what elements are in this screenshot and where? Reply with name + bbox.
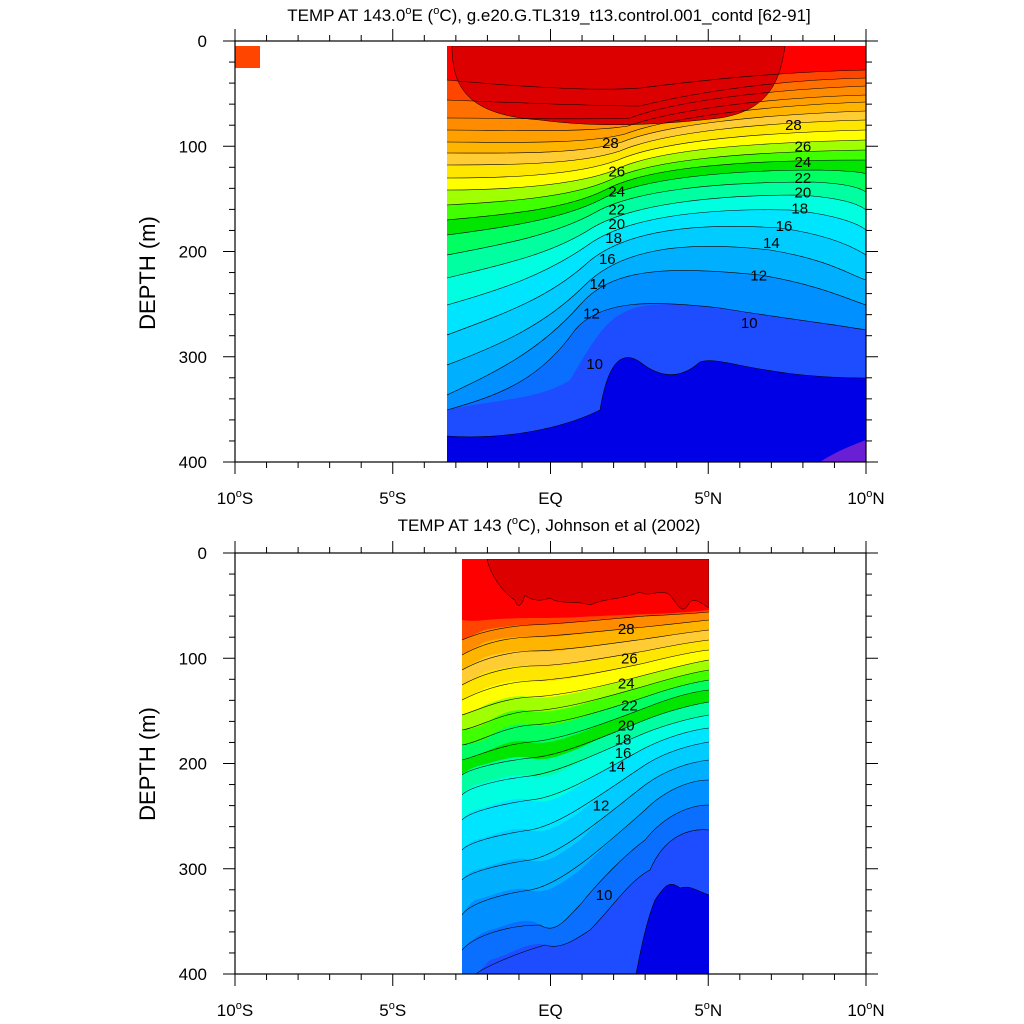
contour-label: 28 — [618, 621, 635, 638]
contour-label: 10 — [596, 887, 613, 904]
contour-label: 16 — [776, 218, 793, 235]
y-tick-label: 100 — [179, 137, 207, 156]
chart-top-contours — [447, 46, 866, 462]
x-tick-label: 10oS — [217, 1000, 253, 1020]
chart-top-axes: 0 100 200 300 400 10oS 5oS EQ 5oN 10oN — [179, 29, 885, 508]
band-top-30 — [451, 46, 786, 126]
chart-top: TEMP AT 143.0oE (oC), g.e20.G.TL319_t13.… — [135, 5, 885, 508]
x-tick-label: 10oS — [217, 488, 253, 508]
x-tick-label: 5oS — [379, 488, 406, 508]
x-tick-label: 10oN — [847, 488, 884, 508]
contour-label: 28 — [785, 117, 802, 134]
contour-label: 12 — [750, 268, 767, 285]
contour-label: 14 — [763, 235, 780, 252]
y-tick-label: 400 — [179, 453, 207, 472]
x-tick-label: 5oN — [694, 1000, 722, 1020]
contour-label: 16 — [599, 251, 616, 268]
chart-top-contour-lines — [447, 69, 866, 438]
x-tick-label: EQ — [538, 489, 563, 508]
y-tick-label: 400 — [179, 965, 207, 984]
band-top-8b — [447, 352, 866, 462]
contour-label: 26 — [608, 164, 625, 181]
contour-label: 10 — [741, 315, 758, 332]
contour-label: 20 — [618, 718, 635, 735]
chart-top-title: TEMP AT 143.0oE (oC), g.e20.G.TL319_t13.… — [287, 5, 811, 25]
contour-label: 22 — [621, 698, 638, 715]
y-tick-label: 200 — [179, 243, 207, 262]
y-tick-label: 300 — [179, 860, 207, 879]
y-tick-label: 300 — [179, 348, 207, 367]
contour-label: 14 — [589, 276, 606, 293]
contour-label: 22 — [795, 170, 812, 187]
contour-label: 18 — [615, 731, 632, 748]
x-tick-label: 5oN — [694, 488, 722, 508]
contour-label: 14 — [608, 759, 625, 776]
chart-bottom-contour-lines — [462, 611, 709, 974]
contour-label: 16 — [615, 745, 632, 762]
chart-top-patch — [235, 46, 260, 68]
contour-label: 22 — [608, 201, 625, 218]
contour-label: 10 — [586, 356, 603, 373]
contour-label: 28 — [602, 135, 619, 152]
contour-label: 20 — [795, 185, 812, 202]
x-tick-label: 10oN — [847, 1000, 884, 1020]
contour-label: 12 — [583, 306, 600, 323]
contour-label: 24 — [618, 676, 635, 693]
contour-label: 24 — [795, 154, 812, 171]
band-bot-30 — [486, 559, 709, 610]
contour-label: 26 — [795, 138, 812, 155]
y-tick-label: 100 — [179, 649, 207, 668]
contour-label: 18 — [605, 230, 622, 247]
y-tick-label: 0 — [198, 32, 207, 51]
chart-bottom: TEMP AT 143 (oC), Johnson et al (2002) — [135, 515, 885, 1020]
chart-bottom-contours — [462, 559, 709, 974]
contour-label: 18 — [791, 200, 808, 217]
chart-bottom-axes: 0 100 200 300 400 10oS 5oS EQ 5oN 10oN — [179, 541, 885, 1020]
x-tick-label: EQ — [538, 1001, 563, 1020]
x-tick-label: 5oS — [379, 1000, 406, 1020]
chart-top-ylabel: DEPTH (m) — [135, 216, 160, 330]
band-top-7 — [820, 440, 866, 462]
contour-label: 26 — [621, 650, 638, 667]
contour-label: 24 — [608, 184, 625, 201]
contour-label: 12 — [593, 798, 610, 815]
chart-bottom-title: TEMP AT 143 (oC), Johnson et al (2002) — [398, 515, 701, 535]
y-tick-label: 0 — [198, 544, 207, 563]
chart-bottom-ylabel: DEPTH (m) — [135, 707, 160, 821]
y-tick-label: 200 — [179, 755, 207, 774]
contour-label: 20 — [608, 216, 625, 233]
